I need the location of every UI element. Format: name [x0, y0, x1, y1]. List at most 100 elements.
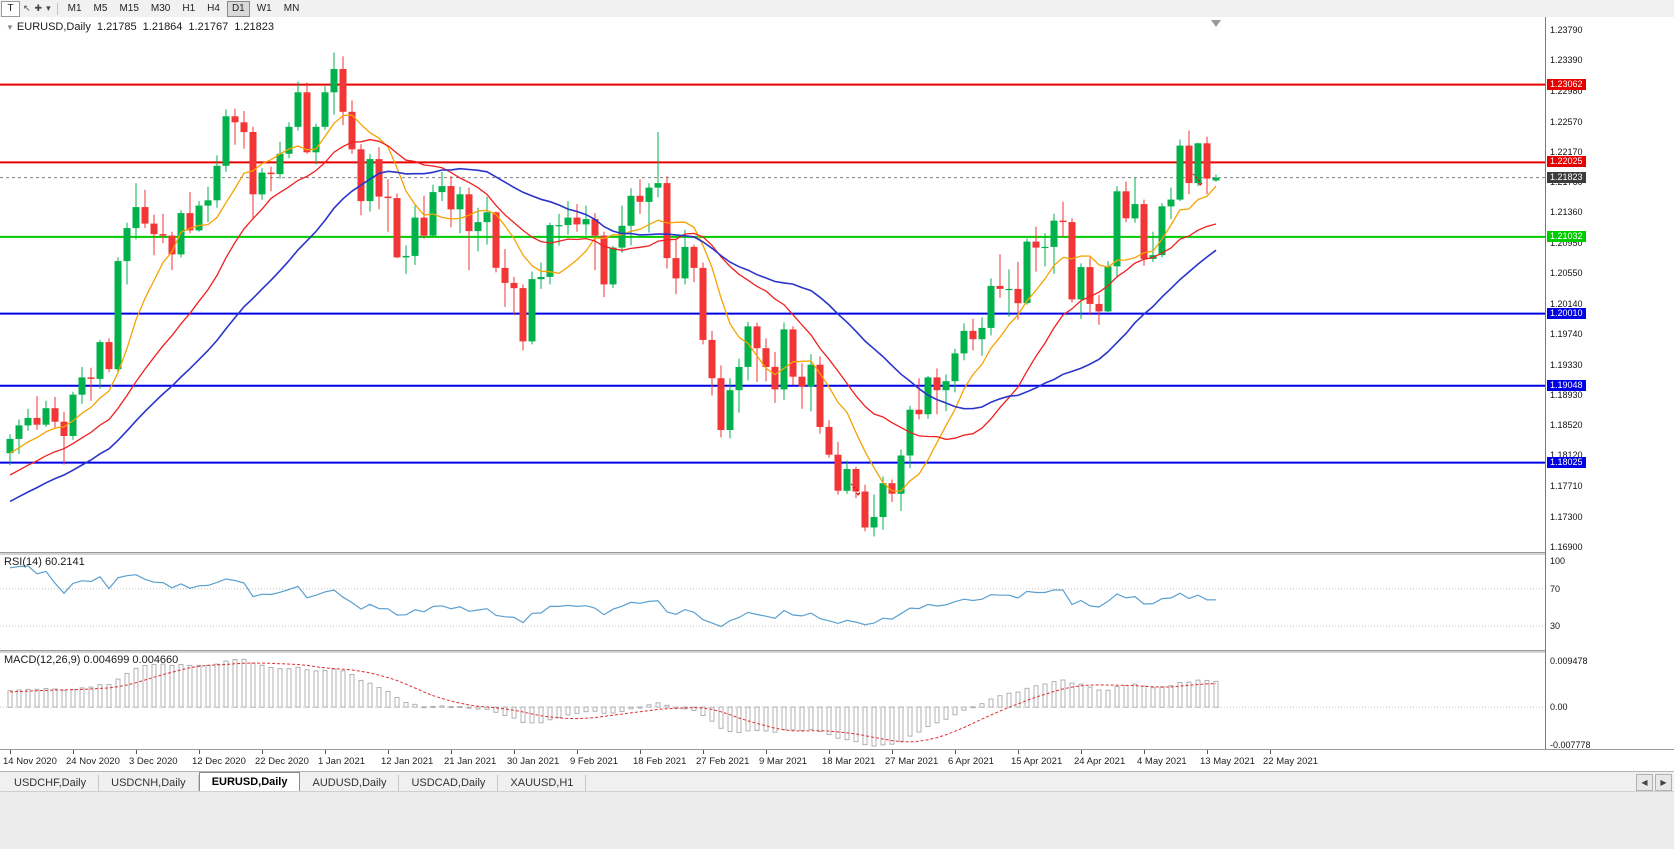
collapse-icon[interactable]: ▼: [6, 23, 14, 32]
price-tick: 1.20550: [1550, 268, 1583, 279]
date-tick: [136, 750, 137, 754]
chart-tab-audusd[interactable]: AUDUSD,Daily: [300, 775, 400, 792]
price-tick: 1.22570: [1550, 116, 1583, 127]
date-tick: [73, 750, 74, 754]
date-tick: [451, 750, 452, 754]
macd-title: MACD(12,26,9) 0.004699 0.004660: [4, 654, 179, 666]
chevron-down-icon[interactable]: ▾: [46, 3, 51, 13]
timeframe-button-m5[interactable]: M5: [93, 2, 108, 14]
macd-scale-tick: 0.009478: [1550, 656, 1588, 666]
toolbar-separator: [56, 2, 58, 15]
date-label: 13 May 2021: [1200, 756, 1255, 767]
date-tick: [1144, 750, 1145, 754]
date-tick: [262, 750, 263, 754]
price-tick: 1.18120: [1550, 450, 1583, 461]
moving-average-18-line: [9, 138, 1217, 476]
date-tick: [892, 750, 893, 754]
date-label: 4 May 2021: [1137, 756, 1187, 767]
candlesticks: [6, 52, 1220, 537]
level-price-label: 1.20010: [1547, 307, 1586, 319]
date-tick: [1081, 750, 1082, 754]
timeframe-buttons: M1 M5 M15 M30 H1 H4 D1 W1 MN: [62, 0, 306, 17]
macd-scale-tick: 0.00: [1550, 702, 1568, 713]
ohlc-low: 1.21767: [188, 21, 229, 33]
chart-area[interactable]: ▼ EURUSD,Daily 1.21785 1.21864 1.21767 1.2182…: [0, 17, 1674, 750]
main-price-pane[interactable]: [0, 17, 1545, 553]
timeframe-button-h1[interactable]: H1: [182, 2, 196, 14]
level-price-label: 1.22025: [1547, 156, 1586, 168]
trade-arrow-marker: [850, 483, 861, 496]
date-label: 24 Nov 2020: [66, 756, 120, 767]
date-tick: [325, 750, 326, 754]
price-tick: 1.17710: [1550, 481, 1583, 492]
chart-tab-usdcnh[interactable]: USDCNH,Daily: [99, 775, 199, 792]
chart-tab-usdchf[interactable]: USDCHF,Daily: [2, 775, 100, 792]
price-tick: 1.22980: [1550, 85, 1583, 96]
date-tick: [577, 750, 578, 754]
timeframe-button-m30[interactable]: M30: [150, 2, 171, 14]
level-price-label: 1.23062: [1547, 78, 1586, 90]
timeframe-button-m15[interactable]: M15: [119, 2, 139, 14]
timeframe-button-mn[interactable]: MN: [283, 2, 300, 14]
date-tick: [388, 750, 389, 754]
window-footer: [0, 791, 1674, 849]
trade-arrow-marker: [1192, 173, 1203, 186]
date-label: 12 Dec 2020: [192, 756, 246, 767]
price-tick: 1.23390: [1550, 55, 1583, 65]
chart-shift-marker-icon[interactable]: [1211, 20, 1221, 27]
macd-scale-tick: -0.007778: [1550, 740, 1591, 750]
chart-header: ▼ EURUSD,Daily 1.21785 1.21864 1.21767 1.2182…: [6, 21, 274, 33]
date-label: 24 Apr 2021: [1074, 756, 1126, 767]
date-tick: [766, 750, 767, 754]
date-label: 22 May 2021: [1263, 756, 1318, 767]
date-label: 14 Nov 2020: [3, 756, 57, 767]
rsi-scale-tick: 70: [1550, 583, 1561, 594]
rsi-pane[interactable]: [0, 553, 1545, 651]
date-label: 9 Feb 2021: [570, 756, 619, 767]
date-label: 6 Apr 2021: [948, 756, 994, 767]
price-tick: 1.19740: [1550, 328, 1583, 339]
timeframe-button-w1[interactable]: W1: [256, 2, 272, 14]
date-tick: [640, 750, 641, 754]
text-tool-button[interactable]: T: [1, 0, 20, 17]
chart-tab-usdcad[interactable]: USDCAD,Daily: [399, 775, 499, 792]
cursor-arrow-icon[interactable]: ↖: [23, 3, 31, 13]
date-label: 3 Dec 2020: [129, 756, 178, 767]
horizontal-level-lines[interactable]: [0, 83, 1545, 464]
moving-average-8-line: [9, 114, 1217, 492]
timeframe-button-h4[interactable]: H4: [207, 2, 220, 14]
price-tick: 1.20950: [1550, 238, 1583, 249]
price-tick: 1.21360: [1550, 207, 1583, 218]
date-tick: [1270, 750, 1271, 754]
tab-scroll-right-button[interactable]: ▶: [1655, 774, 1672, 791]
date-label: 30 Jan 2021: [507, 756, 560, 767]
tab-scroll-left-button[interactable]: ◀: [1636, 774, 1653, 791]
macd-pane[interactable]: [0, 651, 1545, 749]
level-price-label: 1.18025: [1547, 456, 1586, 468]
moving-average-30-line: [9, 167, 1217, 503]
price-axis[interactable]: 1.237901.233901.229801.225701.221701.217…: [1545, 17, 1674, 750]
pane-splitter[interactable]: [0, 552, 1674, 555]
chart-tab-bar: USDCHF,Daily USDCNH,Daily EURUSD,Daily AUDU…: [0, 771, 1674, 792]
ohlc-high: 1.21864: [142, 21, 183, 33]
date-tick: [955, 750, 956, 754]
date-tick: [1018, 750, 1019, 754]
timeframe-button-d1[interactable]: D1: [226, 0, 250, 17]
date-tick: [703, 750, 704, 754]
crosshair-icon[interactable]: ✚: [34, 3, 43, 13]
date-label: 18 Feb 2021: [633, 756, 687, 767]
date-axis[interactable]: 14 Nov 2020 24 Nov 2020 3 Dec 2020 12 Dec 2…: [0, 749, 1674, 772]
date-tick: [1207, 750, 1208, 754]
price-tick: 1.17300: [1550, 511, 1583, 522]
timeframe-button-m1[interactable]: M1: [67, 2, 82, 14]
date-label: 12 Jan 2021: [381, 756, 434, 767]
price-tick: 1.19330: [1550, 359, 1583, 370]
chart-tab-xauusd[interactable]: XAUUSD,H1: [498, 775, 587, 792]
date-tick: [199, 750, 200, 754]
pane-splitter[interactable]: [0, 650, 1674, 653]
rsi-title: RSI(14) 60.2141: [4, 556, 85, 568]
date-label: 15 Apr 2021: [1011, 756, 1063, 767]
chart-tab-eurusd[interactable]: EURUSD,Daily: [198, 772, 301, 792]
tab-scroll-buttons: ◀ ▶: [1636, 774, 1672, 791]
